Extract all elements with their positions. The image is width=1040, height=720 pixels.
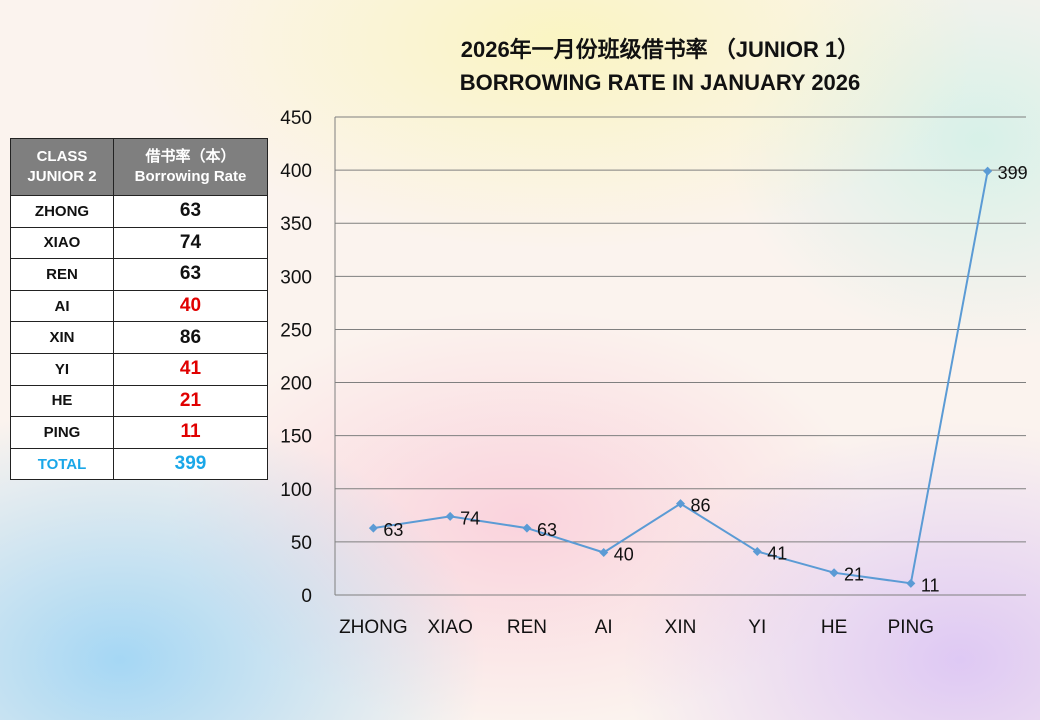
y-tick-label: 0 <box>301 586 312 607</box>
header-class-line2: JUNIOR 2 <box>27 168 97 185</box>
data-point-marker <box>445 511 455 521</box>
table-row: XIN 86 <box>10 321 268 354</box>
table-row: ZHONG 63 <box>10 195 268 228</box>
data-point-marker <box>676 499 685 509</box>
table-row: AI 40 <box>10 289 268 323</box>
data-point-marker <box>752 546 762 556</box>
data-label: 63 <box>383 520 403 540</box>
borrowing-rate-cell: 40 <box>113 289 268 323</box>
x-tick-label: XIN <box>665 617 697 638</box>
data-label: 11 <box>921 575 940 595</box>
data-label: 40 <box>614 545 634 565</box>
borrowing-rate-cell: 21 <box>113 384 268 418</box>
table-total-row: TOTAL 399 <box>10 447 268 481</box>
x-tick-label: ZHONG <box>339 617 408 638</box>
y-tick-label: 350 <box>280 214 312 235</box>
data-point-marker <box>983 166 993 176</box>
x-tick-label: PING <box>888 617 934 638</box>
table-row: PING 11 <box>10 416 268 449</box>
data-label: 21 <box>844 565 864 585</box>
total-label-cell: TOTAL <box>10 447 114 481</box>
header-rate: 借书率（本） Borrowing Rate <box>113 138 268 196</box>
x-tick-label: XIAO <box>427 617 472 638</box>
borrowing-rate-cell: 86 <box>113 321 268 354</box>
class-name-cell: AI <box>10 289 114 323</box>
y-tick-label: 250 <box>280 320 312 341</box>
data-point-marker <box>368 523 378 533</box>
y-tick-label: 400 <box>280 161 312 182</box>
header-class-line1: CLASS <box>36 148 88 165</box>
data-point-marker <box>829 568 839 578</box>
class-name-cell: XIAO <box>10 226 114 260</box>
y-tick-label: 200 <box>280 374 312 395</box>
header-rate-line2: Borrowing Rate <box>134 168 247 185</box>
y-tick-label: 50 <box>291 533 312 554</box>
y-tick-label: 150 <box>280 427 312 448</box>
class-name-cell: ZHONG <box>10 195 114 228</box>
total-value-cell: 399 <box>113 447 268 481</box>
data-label: 74 <box>460 508 480 528</box>
y-tick-label: 100 <box>280 480 312 501</box>
x-tick-label: YI <box>748 617 766 638</box>
borrowing-rate-cell: 63 <box>113 195 268 228</box>
borrowing-rate-table: CLASS JUNIOR 2 借书率（本） Borrowing Rate ZHO… <box>10 138 268 481</box>
x-tick-label: HE <box>821 617 847 638</box>
table-header-row: CLASS JUNIOR 2 借书率（本） Borrowing Rate <box>10 138 268 196</box>
data-point-marker <box>599 548 609 558</box>
y-tick-label: 450 <box>280 108 312 129</box>
chart-title-line1: 2026年一月份班级借书率 （JUNIOR 1） <box>460 37 860 62</box>
header-rate-line1: 借书率（本） <box>145 148 236 165</box>
x-tick-label: AI <box>595 617 613 638</box>
class-name-cell: REN <box>10 258 114 291</box>
y-tick-label: 300 <box>280 267 312 288</box>
data-label: 399 <box>998 163 1028 183</box>
table-row: XIAO 74 <box>10 226 268 260</box>
borrowing-rate-cell: 41 <box>113 352 268 386</box>
table-body: ZHONG 63 XIAO 74 REN 63 AI 40 XIN 86 YI 41 HE 21 PING 1… <box>10 195 268 481</box>
data-point-marker <box>906 578 916 588</box>
data-label: 63 <box>537 520 557 540</box>
table-row: YI 41 <box>10 352 268 386</box>
x-tick-label: REN <box>507 617 547 638</box>
class-name-cell: YI <box>10 352 114 386</box>
data-label: 41 <box>767 543 787 563</box>
chart-title-line2: BORROWING RATE IN JANUARY 2026 <box>459 70 861 95</box>
data-point-marker <box>522 523 532 533</box>
data-label: 86 <box>691 496 711 516</box>
